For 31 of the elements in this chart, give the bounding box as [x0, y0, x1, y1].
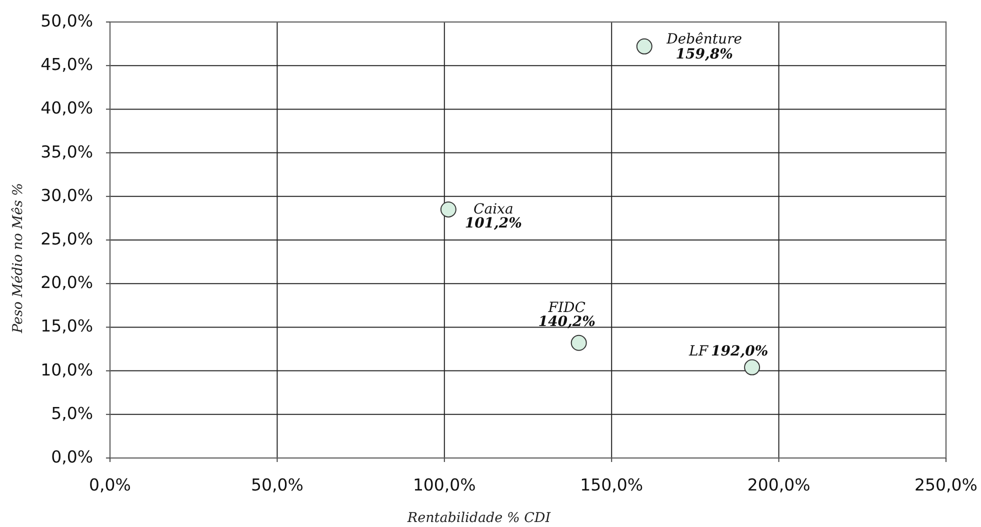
y-tick-label: 20,0%	[40, 273, 93, 292]
point	[636, 38, 652, 54]
y-tick-label: 35,0%	[40, 142, 93, 162]
x-tick-label: 0,0%	[89, 476, 131, 495]
annotation: 192,0%	[711, 343, 768, 360]
x-tick-label: 250,0%	[914, 476, 978, 495]
x-axis-title: Rentabilidade % CDI	[406, 510, 552, 526]
text: LF	[688, 343, 710, 360]
series-label: Caixa	[474, 201, 514, 218]
y-tick-label: 45,0%	[40, 55, 93, 74]
y-tick-label: 10,0%	[40, 360, 93, 380]
x-tick-label: 50,0%	[250, 476, 304, 495]
annotation: 159,8%	[676, 46, 733, 62]
series-label: Debênture	[666, 31, 742, 48]
y-tick-label: 50,0%	[40, 12, 93, 31]
point	[744, 359, 760, 376]
point	[440, 201, 456, 218]
y-tick-label: 0,0%	[51, 448, 93, 467]
y-tick-label: 25,0%	[40, 230, 93, 249]
x-tick-label: 100,0%	[412, 476, 476, 495]
point	[570, 334, 587, 351]
annotation: 101,2%	[464, 215, 522, 232]
y-tick-label: 5,0%	[51, 404, 93, 423]
y-tick-label: 40,0%	[40, 98, 93, 118]
x-tick-label: 200,0%	[747, 476, 810, 495]
annotation: 140,2%	[538, 314, 596, 330]
series-label: FIDC	[547, 300, 586, 316]
y-tick-label: 15,0%	[40, 316, 93, 336]
y-axis-title: Peso Médio no Mês %	[10, 183, 26, 334]
x-tick-label: 150,0%	[580, 476, 644, 495]
y-tick-label: 30,0%	[40, 186, 93, 205]
